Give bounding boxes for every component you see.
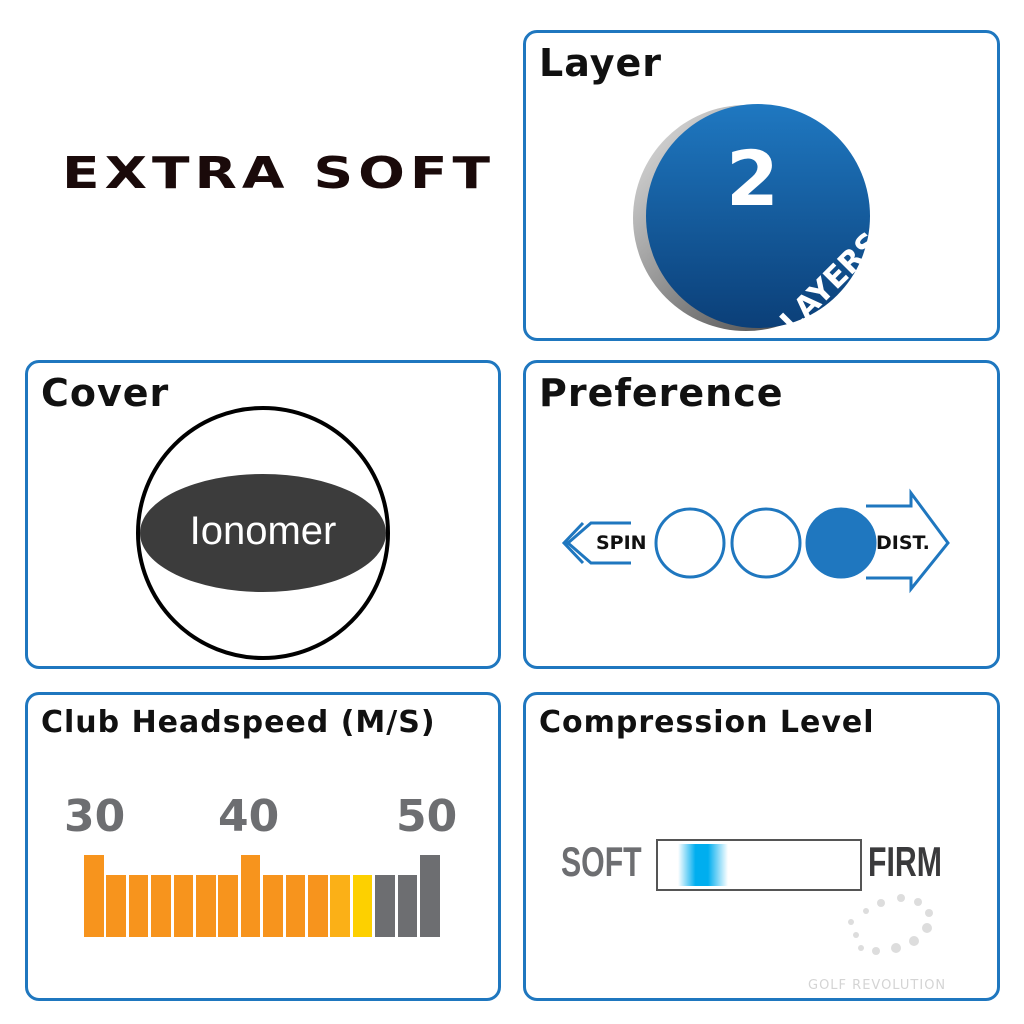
spin-label: SPIN bbox=[596, 532, 647, 554]
preference-panel: Preference SPIN DIST. bbox=[523, 360, 1000, 669]
headspeed-bar bbox=[106, 875, 126, 937]
headspeed-bar bbox=[173, 875, 194, 937]
preference-dot-1[interactable] bbox=[654, 507, 726, 579]
golf-revolution-logo bbox=[848, 894, 933, 955]
headspeed-bar bbox=[352, 875, 373, 937]
soft-label: SOFT bbox=[561, 838, 642, 885]
preference-scale bbox=[561, 488, 950, 594]
headspeed-bar bbox=[330, 875, 350, 937]
watermark: GOLF REVOLUTION bbox=[808, 978, 947, 993]
headspeed-bar bbox=[196, 875, 216, 937]
firm-label: FIRM bbox=[868, 838, 942, 885]
headspeed-bar bbox=[84, 855, 104, 937]
tick-label-50: 50 bbox=[396, 791, 458, 842]
tick-label-40: 40 bbox=[218, 791, 280, 842]
layer-circle bbox=[646, 104, 870, 328]
headspeed-bar bbox=[151, 875, 171, 937]
headspeed-title: Club Headspeed (M/S) bbox=[41, 705, 436, 740]
cover-title: Cover bbox=[41, 371, 170, 415]
headspeed-bar bbox=[263, 875, 283, 937]
preference-dot-3[interactable] bbox=[805, 507, 877, 579]
distance-arrow-icon bbox=[866, 488, 950, 594]
compression-title: Compression Level bbox=[539, 705, 875, 740]
layer-badge bbox=[633, 104, 870, 331]
spin-arrow-icon bbox=[561, 521, 631, 565]
headspeed-bar bbox=[397, 875, 418, 937]
cover-diagram bbox=[136, 406, 390, 660]
headspeed-bar bbox=[308, 875, 328, 937]
layer-title: Layer bbox=[539, 41, 662, 85]
compression-level-fill bbox=[678, 844, 729, 886]
headspeed-panel: Club Headspeed (M/S) 30 40 50 bbox=[25, 692, 501, 1001]
layer-count: 2 bbox=[726, 134, 779, 223]
headspeed-bar bbox=[420, 855, 440, 937]
headspeed-bar bbox=[128, 875, 149, 937]
headspeed-bar bbox=[375, 875, 395, 937]
cover-material: Ionomer bbox=[189, 509, 337, 553]
compression-meter bbox=[656, 839, 862, 891]
headspeed-bar bbox=[218, 875, 238, 937]
preference-title: Preference bbox=[539, 371, 784, 415]
compression-panel: Compression Level SOFT FIRM GOLF REVOLUT… bbox=[523, 692, 1000, 1001]
tick-label-30: 30 bbox=[64, 791, 126, 842]
layer-panel: Layer 2 LAYERS bbox=[523, 30, 1000, 341]
headspeed-bar bbox=[240, 855, 261, 937]
preference-dot-2[interactable] bbox=[730, 507, 802, 579]
headline: EXTRA SOFT bbox=[62, 148, 496, 199]
distance-label: DIST. bbox=[876, 532, 930, 554]
cover-ellipse bbox=[140, 474, 386, 592]
headspeed-bar bbox=[285, 875, 306, 937]
cover-circle bbox=[136, 406, 390, 660]
cover-panel: Cover Ionomer bbox=[25, 360, 501, 669]
